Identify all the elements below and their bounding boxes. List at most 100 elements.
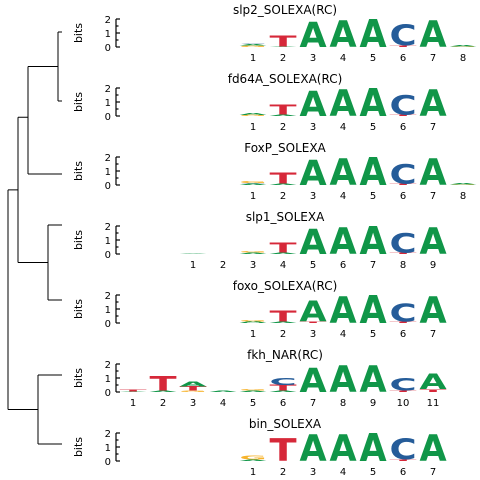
svg-text:A: A [360, 149, 388, 194]
letter-A: A [180, 253, 208, 254]
letter-C: C [390, 374, 417, 394]
position-label: 7 [310, 398, 316, 409]
position-label: 3 [250, 260, 256, 271]
svg-text:A: A [330, 359, 357, 401]
letter-C: C [240, 183, 267, 184]
letter-A: A [420, 221, 447, 263]
letter-A: A [330, 14, 357, 56]
position-label: 11 [427, 398, 440, 409]
motif-title: fd64A_SOLEXA(RC) [228, 72, 343, 86]
position-label: 4 [340, 467, 346, 478]
position-label: 4 [340, 191, 346, 202]
y-tick-label: 0 [105, 250, 111, 261]
svg-text:A: A [360, 425, 388, 470]
position-label: 5 [370, 53, 376, 64]
letter-G: G [240, 180, 267, 183]
y-axis: 0 1 2 bits [72, 291, 120, 330]
svg-text:T: T [390, 252, 418, 254]
position-label: 3 [310, 122, 316, 133]
letter-A: A [360, 287, 388, 332]
svg-text:A: A [240, 459, 268, 461]
logo-column: A [300, 16, 327, 56]
svg-text:A: A [240, 183, 268, 185]
position-label: 5 [370, 329, 376, 340]
letter-T: T [180, 385, 208, 392]
y-tick-label: 2 [105, 360, 111, 371]
logo-column: A [330, 359, 357, 401]
logo-column: GTA [180, 380, 208, 392]
logo-column: AT [270, 102, 298, 118]
y-tick-label: 2 [105, 153, 111, 164]
svg-text:G: G [240, 251, 267, 253]
letter-C: C [390, 228, 417, 260]
logo-column: AT [270, 170, 298, 188]
svg-text:C: C [390, 374, 417, 394]
letter-A: A [360, 218, 388, 263]
position-label: 2 [280, 467, 286, 478]
letter-G: G [240, 320, 267, 322]
logo-column: A [420, 290, 447, 332]
logo-column: A [360, 149, 388, 194]
letter-T: T [270, 170, 298, 188]
letter-G: G [180, 390, 207, 392]
letter-A: A [240, 183, 268, 185]
letter-A: A [360, 425, 388, 470]
svg-text:C: C [390, 228, 417, 260]
letter-A: A [270, 183, 298, 185]
position-label: 5 [310, 260, 316, 271]
logo-column: A [330, 290, 357, 332]
logo-column: A [420, 428, 447, 470]
y-tick-label: 0 [105, 43, 111, 54]
svg-text:T: T [270, 33, 298, 51]
svg-text:T: T [270, 102, 298, 118]
logo-column: A [420, 221, 447, 263]
logo-column: ATC [270, 376, 298, 392]
svg-text:G: G [240, 115, 267, 117]
svg-text:G: G [450, 46, 477, 47]
logo-column: A [360, 218, 388, 263]
y-tick-label: 1 [105, 374, 111, 385]
logo-column: A [330, 221, 357, 263]
svg-text:A: A [270, 390, 298, 392]
svg-text:G: G [240, 455, 267, 461]
letter-A: A [450, 45, 478, 47]
y-tick-label: 1 [105, 443, 111, 454]
svg-text:A: A [360, 287, 388, 332]
position-label: 10 [397, 398, 410, 409]
svg-text:A: A [420, 290, 447, 332]
y-tick-label: 2 [105, 222, 111, 233]
logo-column: A [330, 152, 357, 194]
svg-text:G: G [450, 184, 477, 185]
position-label: 8 [460, 53, 466, 64]
position-label: 7 [430, 191, 436, 202]
logo-column: AT [120, 389, 148, 393]
svg-text:A: A [270, 114, 298, 116]
svg-text:C: C [390, 19, 417, 53]
letter-T: T [390, 321, 418, 323]
svg-text:G: G [240, 389, 267, 391]
svg-text:A: A [240, 113, 268, 116]
letter-A: A [210, 390, 238, 392]
svg-text:A: A [210, 390, 238, 392]
svg-text:G: G [180, 390, 207, 392]
logo-column: AT [150, 373, 178, 395]
svg-text:A: A [300, 428, 327, 470]
logo-column: A [180, 253, 208, 254]
y-tick-label: 1 [105, 98, 111, 109]
svg-text:A: A [150, 390, 178, 392]
logo-column: AG [240, 389, 268, 393]
logo-column: A [300, 85, 327, 125]
logo-column: GA [450, 183, 478, 186]
letter-G: G [240, 389, 267, 391]
motif-title: FoxP_SOLEXA [244, 141, 326, 155]
logo-column: AG [240, 320, 268, 324]
motif-logo: fkh_NAR(RC)012bitsAT1AT2GTA3A4AG5ATC6A7A… [72, 348, 448, 409]
letter-A: A [300, 85, 327, 125]
position-label: 4 [340, 122, 346, 133]
logo-column: A [330, 83, 357, 125]
letter-A: A [360, 11, 388, 56]
logo-column: A [360, 11, 388, 56]
svg-text:A: A [450, 183, 478, 185]
